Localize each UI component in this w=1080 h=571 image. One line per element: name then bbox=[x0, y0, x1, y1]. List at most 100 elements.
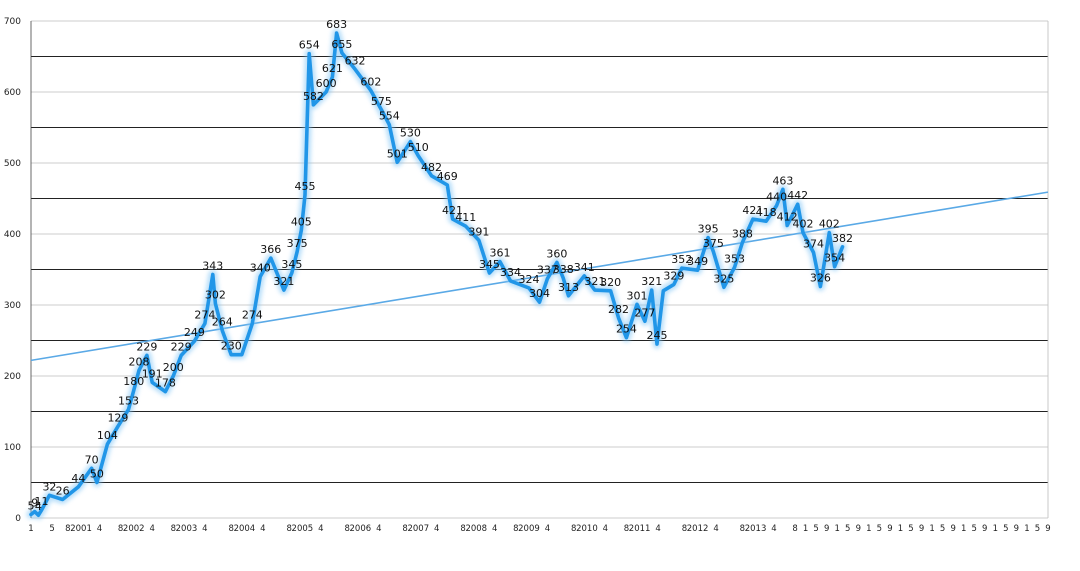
x-tick-label: 4 bbox=[318, 524, 323, 534]
data-label: 229 bbox=[136, 340, 157, 353]
x-tick-label: 9 bbox=[856, 524, 861, 534]
data-label: 395 bbox=[698, 223, 719, 236]
grid-layer bbox=[30, 20, 1049, 519]
x-tick-label: 8 bbox=[171, 524, 176, 534]
x-tick-label: 9 bbox=[887, 524, 892, 534]
x-tick-label: 2004 bbox=[234, 524, 256, 534]
data-label: 375 bbox=[703, 237, 724, 250]
x-tick-label: 2012 bbox=[687, 524, 709, 534]
x-tick-label: 5 bbox=[1035, 524, 1040, 534]
x-axis: 1 5 8 2001 4 8 2002 4 8 2003 4 8 2004 4 8 2005 4 8 2006 4 8 2… bbox=[28, 524, 1050, 534]
data-label: 178 bbox=[155, 377, 176, 390]
x-tick-label: 5 bbox=[813, 524, 818, 534]
x-tick-label: 1 bbox=[929, 524, 934, 534]
data-label: 321 bbox=[641, 275, 662, 288]
data-label: 632 bbox=[345, 54, 366, 67]
x-tick-label: 5 bbox=[845, 524, 850, 534]
data-label: 282 bbox=[608, 303, 629, 316]
data-label: 349 bbox=[687, 255, 708, 268]
x-tick-label: 9 bbox=[950, 524, 955, 534]
y-tick-label: 300 bbox=[4, 301, 21, 311]
data-label: 455 bbox=[295, 180, 316, 193]
data-label: 337 bbox=[537, 264, 558, 277]
x-tick-label: 4 bbox=[771, 524, 776, 534]
x-tick-label: 5 bbox=[49, 524, 54, 534]
data-label: 254 bbox=[616, 323, 637, 336]
data-label: 208 bbox=[129, 355, 150, 368]
x-tick-label: 9 bbox=[1014, 524, 1019, 534]
data-label: 442 bbox=[787, 189, 808, 202]
data-label: 683 bbox=[326, 18, 347, 31]
data-label: 530 bbox=[400, 127, 421, 140]
data-label: 360 bbox=[546, 247, 567, 260]
data-label: 402 bbox=[792, 218, 813, 231]
x-tick-label: 2013 bbox=[745, 524, 767, 534]
data-label: 245 bbox=[647, 329, 668, 342]
x-tick-label: 1 bbox=[835, 524, 840, 534]
x-tick-label: 8 bbox=[460, 524, 465, 534]
x-tick-label: 4 bbox=[713, 524, 718, 534]
data-label: 50 bbox=[90, 468, 104, 481]
x-tick-label: 8 bbox=[65, 524, 70, 534]
data-label: 345 bbox=[479, 258, 500, 271]
data-label: 274 bbox=[194, 308, 215, 321]
x-tick-label: 4 bbox=[149, 524, 154, 534]
x-tick-label: 4 bbox=[376, 524, 381, 534]
data-label: 402 bbox=[819, 218, 840, 231]
data-label: 412 bbox=[777, 210, 798, 223]
data-label: 510 bbox=[408, 141, 429, 154]
x-tick-label: 8 bbox=[229, 524, 234, 534]
x-tick-label: 1 bbox=[993, 524, 998, 534]
x-tick-label: 4 bbox=[434, 524, 439, 534]
x-tick-label: 8 bbox=[792, 524, 797, 534]
y-tick-label: 500 bbox=[4, 159, 21, 169]
x-tick-label: 5 bbox=[940, 524, 945, 534]
data-label: 277 bbox=[634, 306, 655, 319]
y-tick-label: 100 bbox=[4, 443, 21, 453]
data-label: 274 bbox=[242, 308, 263, 321]
series-line bbox=[29, 31, 845, 518]
data-label: 230 bbox=[221, 340, 242, 353]
data-label: 26 bbox=[56, 485, 70, 498]
data-label: 329 bbox=[663, 269, 684, 282]
data-label: 32 bbox=[42, 480, 56, 493]
data-label: 366 bbox=[260, 243, 281, 256]
data-label: 304 bbox=[529, 287, 550, 300]
x-tick-label: 8 bbox=[513, 524, 518, 534]
data-label: 70 bbox=[85, 453, 99, 466]
x-tick-label: 8 bbox=[571, 524, 576, 534]
x-tick-label: 4 bbox=[655, 524, 660, 534]
x-tick-label: 5 bbox=[972, 524, 977, 534]
data-label: 352 bbox=[671, 253, 692, 266]
data-label: 600 bbox=[316, 77, 337, 90]
data-label: 375 bbox=[287, 237, 308, 250]
data-label: 655 bbox=[331, 38, 352, 51]
x-tick-label: 1 bbox=[1024, 524, 1029, 534]
data-label: 418 bbox=[756, 206, 777, 219]
data-label: 326 bbox=[810, 272, 831, 285]
data-label: 353 bbox=[724, 252, 745, 265]
data-label: 388 bbox=[732, 228, 753, 241]
data-label: 153 bbox=[118, 394, 139, 407]
x-tick-label: 2008 bbox=[465, 524, 487, 534]
x-tick-label: 5 bbox=[908, 524, 913, 534]
data-label: 391 bbox=[468, 225, 489, 238]
data-label: 320 bbox=[600, 276, 621, 289]
series-layer bbox=[26, 28, 847, 520]
x-tick-label: 4 bbox=[492, 524, 497, 534]
x-tick-label: 9 bbox=[824, 524, 829, 534]
data-label: 180 bbox=[123, 375, 144, 388]
y-axis: 0 100 200 300 400 500 600 700 bbox=[4, 17, 21, 524]
data-label: 301 bbox=[626, 289, 647, 302]
data-label: 249 bbox=[184, 326, 205, 339]
data-label: 421 bbox=[442, 204, 463, 217]
y-tick-label: 600 bbox=[4, 88, 21, 98]
data-label: 324 bbox=[518, 273, 539, 286]
data-label: 374 bbox=[803, 237, 824, 250]
data-label: 5 bbox=[28, 499, 35, 512]
x-tick-label: 2007 bbox=[407, 524, 429, 534]
data-label: 354 bbox=[824, 252, 845, 265]
